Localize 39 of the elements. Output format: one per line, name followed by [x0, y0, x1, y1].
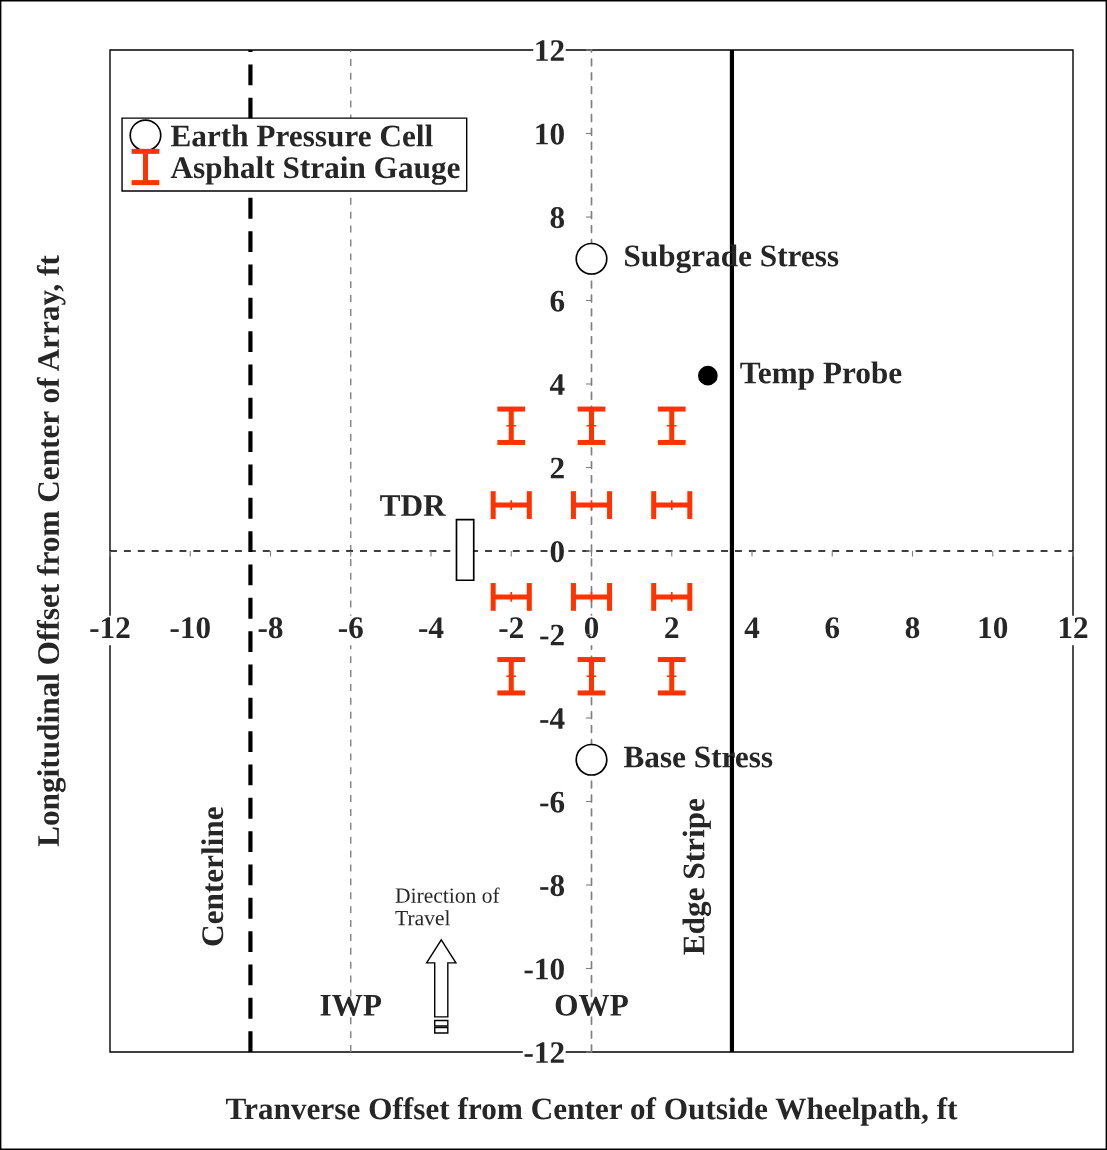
- x-tick-label: 6: [825, 617, 840, 639]
- ref-line-label: Edge Stripe: [682, 798, 712, 955]
- y-tick-label: -10: [524, 958, 564, 980]
- x-tick-label: 0: [584, 617, 599, 639]
- point: [575, 743, 608, 776]
- x-tick-label: 8: [905, 617, 920, 639]
- y-axis-title: Longitudinal Offset from Center of Array, ft: [36, 255, 66, 847]
- point: [697, 365, 718, 386]
- y-tick-label: 8: [550, 207, 565, 229]
- legend-label: Asphalt Strain Gauge: [170, 156, 460, 185]
- y-tick-label: -12: [524, 1042, 564, 1063]
- ref-line-label: IWP: [320, 994, 382, 1016]
- y-tick-label: -4: [540, 708, 565, 729]
- x-tick-label: -2: [499, 617, 523, 638]
- annotation: Temp Probe: [740, 361, 902, 390]
- point: [575, 242, 608, 275]
- x-tick-label: -8: [258, 617, 283, 639]
- x-tick-label: -12: [90, 617, 130, 638]
- x-tick-label: 10: [979, 617, 1008, 639]
- annotation: Direction of Travel: [395, 887, 500, 926]
- y-tick-label: 0: [550, 541, 564, 563]
- x-tick-label: -10: [170, 617, 210, 639]
- x-tick-label: 12: [1059, 617, 1088, 638]
- y-tick-label: 12: [536, 40, 564, 61]
- x-tick-label: -4: [419, 617, 444, 638]
- annotation: TDR: [380, 495, 446, 516]
- x-tick-label: -6: [338, 617, 363, 639]
- y-tick-label: -6: [540, 791, 565, 813]
- y-tick-label: 10: [536, 123, 564, 145]
- x-axis-title: Tranverse Offset from Center of Outside Wheelpath, ft: [225, 1097, 958, 1126]
- x-tick-label: 4: [744, 617, 760, 638]
- x-tick-label: 2: [665, 617, 679, 638]
- legend-label: Earth Pressure Cell: [171, 124, 433, 147]
- y-tick-label: 2: [550, 457, 564, 479]
- y-tick-label: 6: [550, 290, 565, 312]
- y-tick-label: 4: [549, 374, 565, 395]
- y-tick-label: -8: [540, 875, 565, 897]
- ref-line-label: OWP: [555, 994, 628, 1016]
- ref-line-label: Centerline: [201, 807, 224, 946]
